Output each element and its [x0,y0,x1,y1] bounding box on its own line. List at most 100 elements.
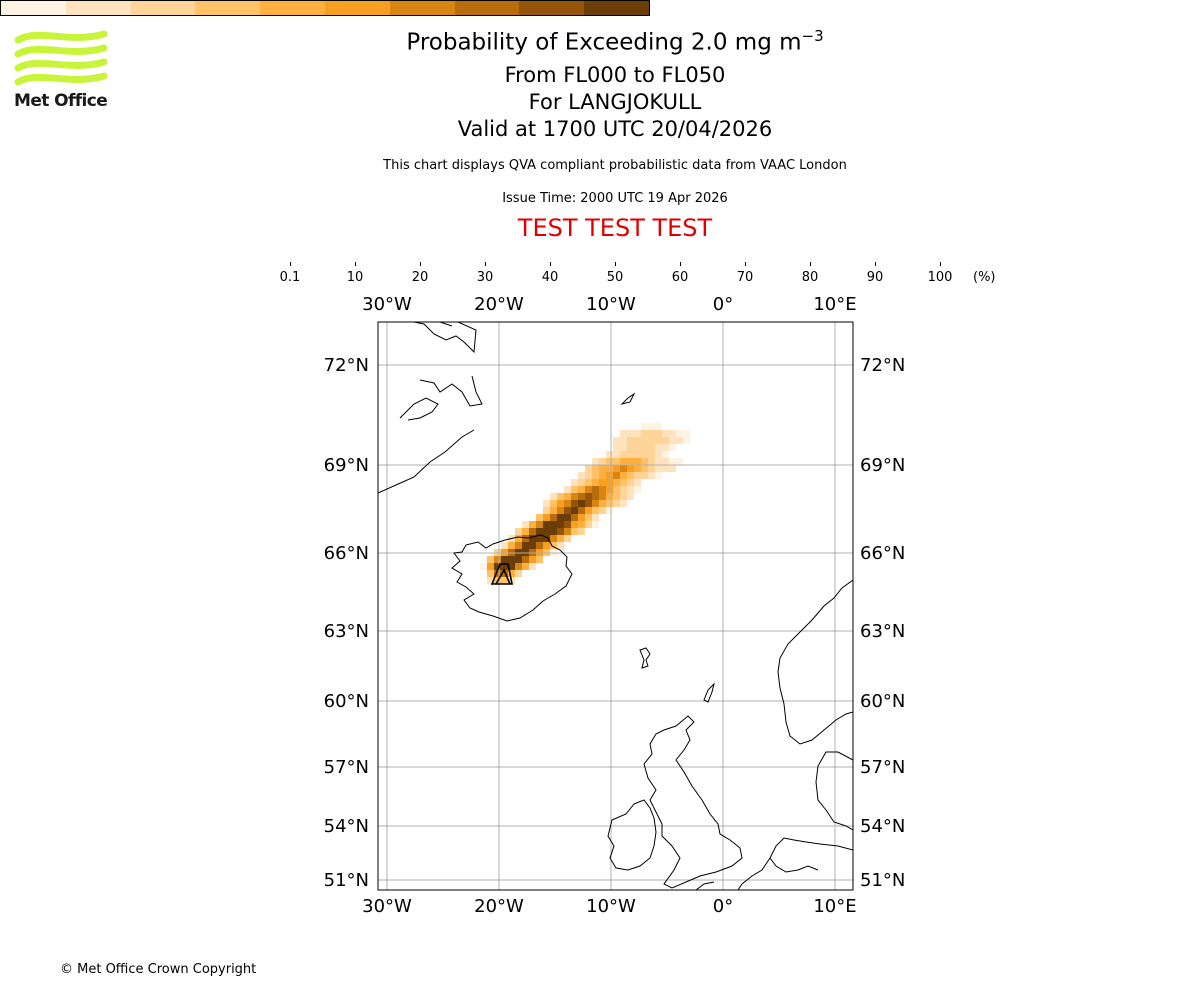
plume-cell [606,507,613,514]
probability-colorbar [0,0,650,16]
colorbar-segment-7 [454,1,520,15]
valid-time: Valid at 1700 UTC 20/04/2026 [457,117,773,141]
plume-cell [536,528,543,535]
plume-cell [487,570,494,577]
lat-label-left: 69°N [324,455,369,476]
plume-cell [592,521,599,528]
plume-cell [655,465,662,472]
plume-cell [627,493,634,500]
plume-cell [578,507,585,514]
plume-cell [620,437,627,444]
plume-cell [508,556,515,563]
colorbar-segment-9 [584,1,649,15]
plume-cell [550,493,557,500]
plume-cell [557,514,564,521]
plume-cell [564,535,571,542]
plume-cell [571,507,578,514]
colorbar-tick-label: 0.1 [279,270,301,285]
plume-cell [536,556,543,563]
plume-cell [571,514,578,521]
plume-cell [592,465,599,472]
colorbar-tickmark [484,262,486,266]
plume-cell [529,542,536,549]
plume-cell [683,437,690,444]
plume-cell [536,521,543,528]
plume-cell [585,500,592,507]
plume-cell [578,472,585,479]
plume-cell [536,535,543,542]
plume-cell [487,563,494,570]
colorbar-segment-3 [195,1,261,15]
colorbar-segment-2 [130,1,196,15]
plume-cell [641,472,648,479]
coastline-sweden-denmark [815,751,853,831]
plume-cell [543,528,550,535]
plume-cell [627,451,634,458]
plume-cell [529,528,536,535]
plume-cell [487,556,494,563]
lat-label-right: 72°N [860,355,905,376]
plume-cell [501,563,508,570]
volcano-inner-icon [495,568,511,585]
colorbar-segment-5 [324,1,390,15]
lon-label-top: 0° [713,294,733,315]
plume-cell [515,535,522,542]
colorbar-tickmark [419,262,421,266]
plume-cell [648,458,655,465]
plume-cell [634,458,641,465]
plume-cell [571,500,578,507]
colorbar-tickmark [614,262,616,266]
colorbar-tickmark [939,262,941,266]
plume-cell [606,500,613,507]
volcano-marker [490,563,513,585]
plume-cell [592,500,599,507]
plume-cell [578,514,585,521]
lat-label-left: 60°N [324,691,369,712]
plume-cell [592,514,599,521]
plume-cell [515,563,522,570]
plume-cell [571,486,578,493]
plume-cell [669,458,676,465]
plume-cell [620,451,627,458]
plume-cell [550,514,557,521]
plume-cell [655,451,662,458]
plume-cell [599,486,606,493]
plume-cell [669,430,676,437]
colorbar-tickmark [874,262,876,266]
colorbar-tick-label: 10 [346,270,364,285]
colorbar-segment-6 [389,1,455,15]
plume-cell [571,528,578,535]
plume-cell [648,444,655,451]
colorbar-segment-1 [65,1,131,15]
plume-cell [641,458,648,465]
plume-cell [641,437,648,444]
issue-time: Issue Time: 2000 UTC 19 Apr 2026 [502,191,728,206]
chart-description: This chart displays QVA compliant probab… [383,158,847,173]
plume-cell [669,437,676,444]
colorbar-tickmark [549,262,551,266]
plume-cell [641,444,648,451]
flight-level-range: From FL000 to FL050 [504,63,726,87]
colorbar-tickmark [354,262,356,266]
colorbar-tick-label: 100 [927,270,953,285]
plume-cell [585,507,592,514]
plume-cell [613,444,620,451]
plume-cell [571,479,578,486]
plume-cell [613,437,620,444]
colorbar-unit: (%) [973,270,996,285]
colorbar-tick-label: 30 [476,270,494,285]
plume-cell [627,465,634,472]
lon-label-bottom: 10°W [586,896,636,917]
colorbar-tick-label: 90 [866,270,884,285]
plume-cell [557,500,564,507]
lat-label-right: 66°N [860,543,905,564]
plume-cell [592,472,599,479]
plume-cell [501,542,508,549]
coastline-greenland [378,322,483,494]
plume-cell [578,479,585,486]
plume-cell [606,486,613,493]
lat-label-left: 63°N [324,621,369,642]
lat-label-right: 54°N [860,816,905,837]
plume-cell [599,500,606,507]
